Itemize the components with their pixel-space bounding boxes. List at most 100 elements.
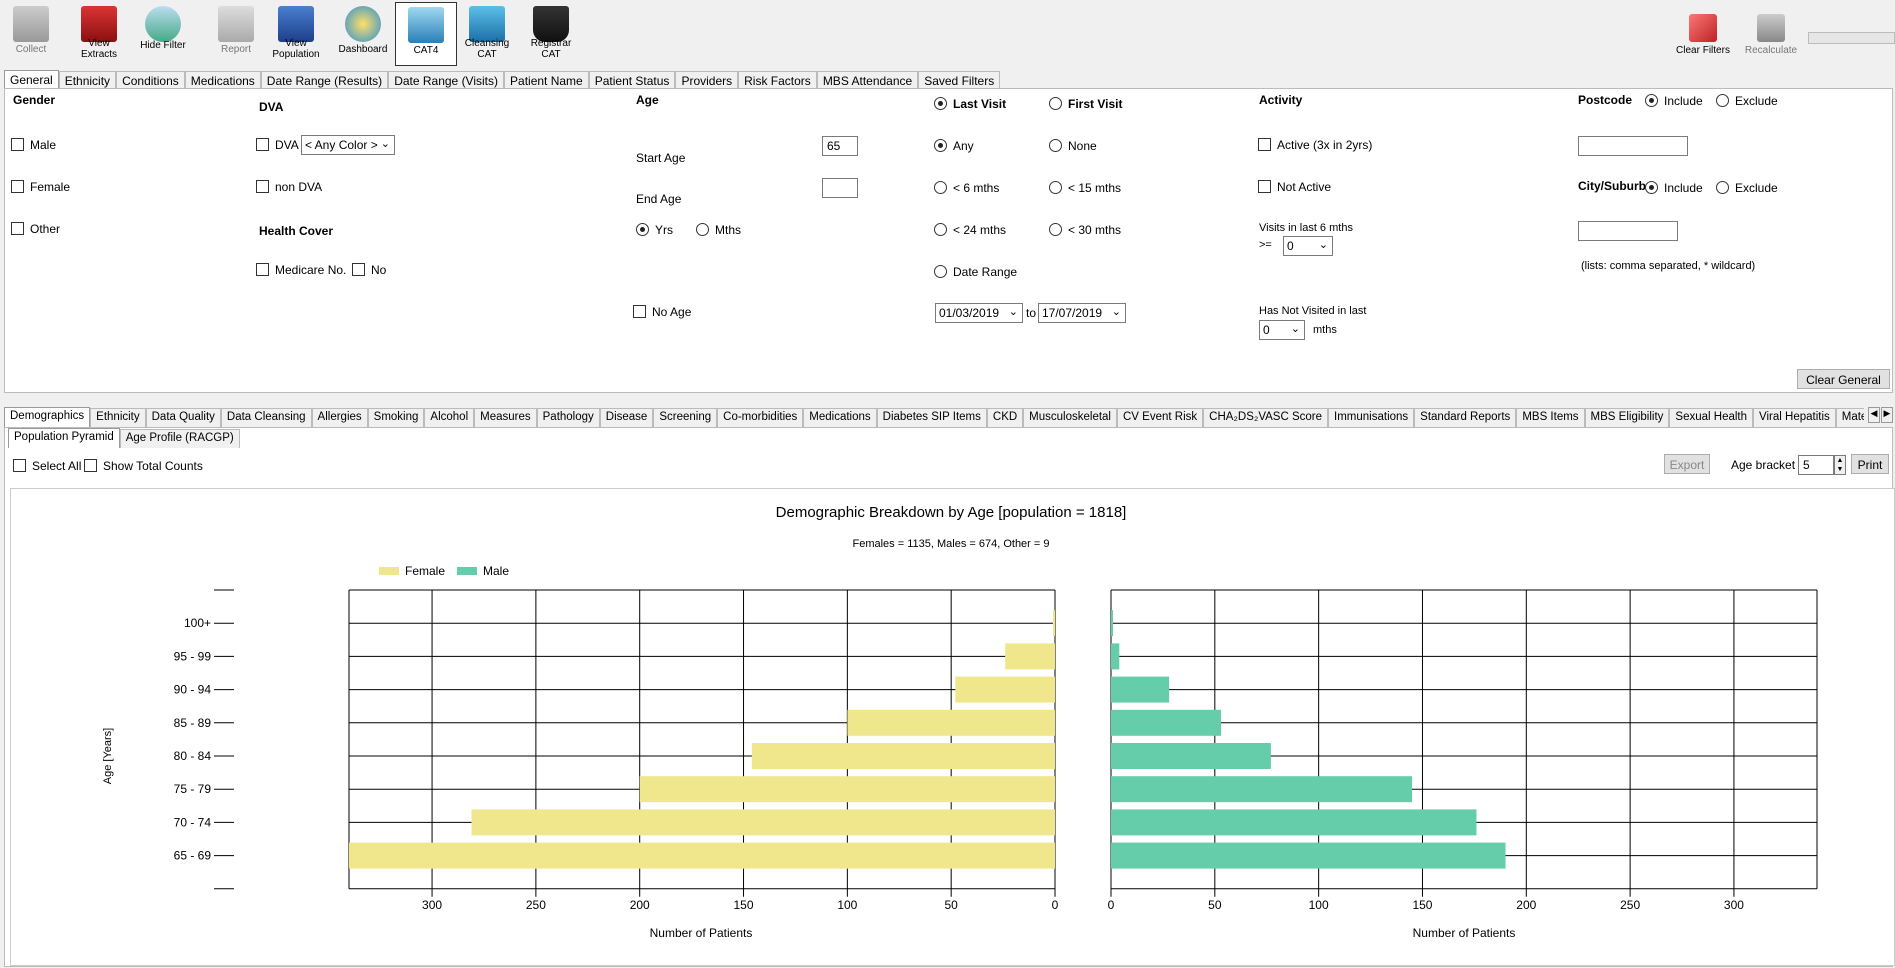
report-tab-5[interactable]: Smoking — [367, 408, 425, 427]
clear-filters-button[interactable]: Clear Filters — [1672, 2, 1734, 66]
sub-tab-0[interactable]: Population Pyramid — [8, 428, 120, 448]
report-tab-12[interactable]: Medications — [803, 408, 877, 427]
medicare-checkbox[interactable] — [256, 263, 269, 276]
chevron-down-icon: ⌄ — [1008, 306, 1018, 318]
end-age-input[interactable] — [822, 178, 858, 198]
mths-radio[interactable] — [696, 223, 709, 236]
not-active-checkbox[interactable] — [1258, 180, 1271, 193]
not-visited-select[interactable]: 0 ⌄ — [1259, 320, 1305, 340]
tabs-scroll-left-button[interactable]: ◀ — [1868, 407, 1880, 423]
postcode-input[interactable] — [1578, 136, 1688, 156]
non-dva-checkbox[interactable] — [256, 180, 269, 193]
filter-tab-8[interactable]: Providers — [675, 71, 739, 90]
cleansing-icon — [469, 6, 505, 42]
city-include-radio[interactable] — [1645, 181, 1658, 194]
filter-tab-7[interactable]: Patient Status — [588, 71, 676, 90]
report-tab-15[interactable]: Musculoskeletal — [1023, 408, 1117, 427]
recalculate-icon — [1757, 14, 1785, 42]
date-range-radio[interactable] — [934, 265, 947, 278]
select-all-checkbox[interactable] — [13, 459, 26, 472]
lt15-radio[interactable] — [1049, 181, 1062, 194]
lt24-radio[interactable] — [934, 223, 947, 236]
report-tab-11[interactable]: Co-morbidities — [717, 408, 804, 427]
lt30-radio[interactable] — [1049, 223, 1062, 236]
city-input[interactable] — [1578, 221, 1678, 241]
print-button[interactable]: Print — [1851, 454, 1889, 474]
filter-tab-1[interactable]: Ethnicity — [58, 71, 117, 90]
report-button[interactable]: Report — [205, 2, 267, 66]
age-bracket-input[interactable]: 5 — [1798, 455, 1834, 475]
registrar-cat-button[interactable]: Registrar CAT — [520, 2, 582, 66]
x-tick-label-right: 200 — [1516, 898, 1536, 912]
chevron-down-icon: ⌄ — [1111, 306, 1121, 318]
view-population-button[interactable]: View Population — [265, 2, 327, 66]
report-tab-17[interactable]: CHA₂DS₂VASC Score — [1203, 408, 1329, 427]
no-medicare-checkbox[interactable] — [352, 263, 365, 276]
report-tab-20[interactable]: MBS Items — [1516, 408, 1585, 427]
report-tab-19[interactable]: Standard Reports — [1414, 408, 1517, 427]
lt6-radio[interactable] — [934, 181, 947, 194]
report-tab-7[interactable]: Measures — [474, 408, 537, 427]
filter-tab-5[interactable]: Date Range (Visits) — [388, 71, 505, 90]
first-visit-radio[interactable] — [1049, 97, 1062, 110]
filter-tab-11[interactable]: Saved Filters — [918, 71, 1001, 90]
city-exclude-radio[interactable] — [1716, 181, 1729, 194]
report-tab-8[interactable]: Pathology — [536, 408, 600, 427]
report-tab-18[interactable]: Immunisations — [1328, 408, 1415, 427]
last-visit-radio[interactable] — [934, 97, 947, 110]
cleansing-cat-button[interactable]: Cleansing CAT — [456, 2, 518, 66]
start-age-input[interactable]: 65 — [822, 136, 858, 156]
view-extracts-button[interactable]: View Extracts — [68, 2, 130, 66]
report-tab-16[interactable]: CV Event Risk — [1117, 408, 1204, 427]
dashboard-button[interactable]: Dashboard — [332, 2, 394, 66]
filter-tab-3[interactable]: Medications — [184, 71, 261, 90]
export-button[interactable]: Export — [1664, 454, 1710, 474]
filter-tab-10[interactable]: MBS Attendance — [816, 71, 919, 90]
dva-checkbox[interactable] — [256, 138, 269, 151]
no-age-checkbox[interactable] — [633, 305, 646, 318]
clear-general-button[interactable]: Clear General — [1797, 369, 1890, 389]
age-bracket-spinner[interactable]: ▲ ▼ — [1834, 455, 1846, 475]
report-tab-10[interactable]: Screening — [653, 408, 718, 427]
tabs-scroll-right-button[interactable]: ▶ — [1881, 407, 1893, 423]
postcode-include-radio[interactable] — [1645, 94, 1658, 107]
sub-tab-1[interactable]: Age Profile (RACGP) — [119, 429, 240, 448]
filter-tab-4[interactable]: Date Range (Results) — [260, 71, 389, 90]
visits-select[interactable]: 0 ⌄ — [1283, 236, 1333, 256]
report-tab-1[interactable]: Ethnicity — [90, 408, 146, 427]
report-tab-22[interactable]: Sexual Health — [1669, 408, 1754, 427]
filter-tab-0[interactable]: General — [4, 70, 59, 90]
report-tab-13[interactable]: Diabetes SIP Items — [876, 408, 987, 427]
other-checkbox[interactable] — [11, 222, 24, 235]
female-checkbox[interactable] — [11, 180, 24, 193]
active-checkbox[interactable] — [1258, 138, 1271, 151]
any-radio[interactable] — [934, 139, 947, 152]
date-to-picker[interactable]: 17/07/2019 ⌄ — [1038, 303, 1126, 323]
report-tab-9[interactable]: Disease — [599, 408, 654, 427]
report-tab-3[interactable]: Data Cleansing — [220, 408, 312, 427]
report-tab-24[interactable]: Maternal Health Care — [1835, 408, 1864, 427]
dashboard-label: Dashboard — [338, 44, 388, 55]
none-radio[interactable] — [1049, 139, 1062, 152]
dva-color-select[interactable]: < Any Color > ⌄ — [301, 135, 395, 155]
filter-tab-2[interactable]: Conditions — [116, 71, 185, 90]
male-checkbox[interactable] — [11, 138, 24, 151]
hide-filter-button[interactable]: Hide Filter — [132, 2, 194, 66]
report-tab-0[interactable]: Demographics — [4, 407, 91, 427]
report-tab-4[interactable]: Allergies — [311, 408, 368, 427]
postcode-exclude-radio[interactable] — [1716, 94, 1729, 107]
collect-button[interactable]: Collect — [0, 2, 62, 66]
report-tab-6[interactable]: Alcohol — [424, 408, 475, 427]
report-tab-2[interactable]: Data Quality — [145, 408, 221, 427]
show-total-checkbox[interactable] — [84, 459, 97, 472]
yrs-radio[interactable] — [636, 223, 649, 236]
date-from-picker[interactable]: 01/03/2019 ⌄ — [935, 303, 1023, 323]
chevron-right-icon: ▶ — [1883, 408, 1891, 418]
cat4-button[interactable]: CAT4 — [395, 2, 457, 66]
report-tab-23[interactable]: Viral Hepatitis — [1753, 408, 1836, 427]
filter-tab-6[interactable]: Patient Name — [504, 71, 589, 90]
report-tab-21[interactable]: MBS Eligibility — [1584, 408, 1670, 427]
filter-tab-9[interactable]: Risk Factors — [738, 71, 817, 90]
report-tab-14[interactable]: CKD — [986, 408, 1024, 427]
recalculate-button[interactable]: Recalculate — [1740, 2, 1802, 66]
